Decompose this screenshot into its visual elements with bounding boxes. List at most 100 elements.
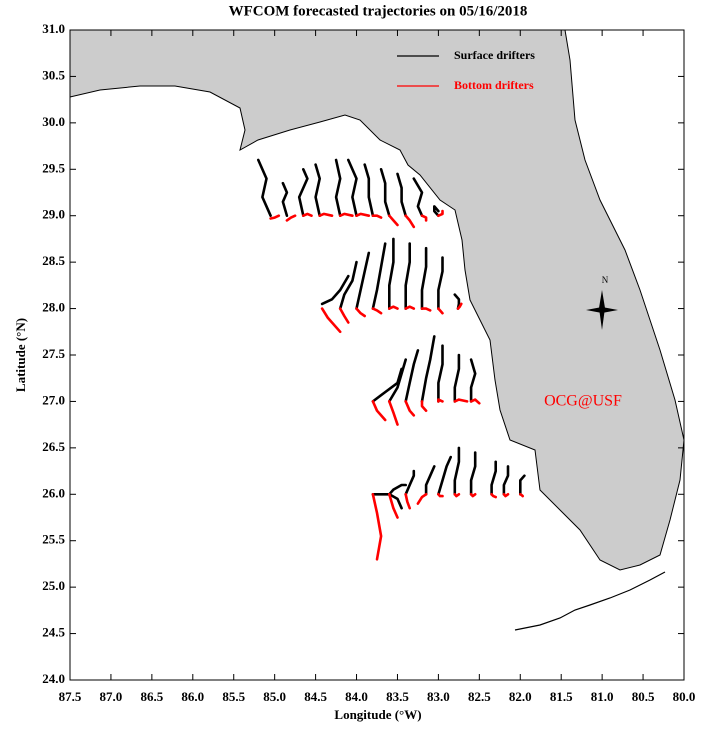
chart-title: WFCOM forecasted trajectories on 05/16/2… [229,3,528,19]
x-tick-label: 84.0 [345,689,368,704]
trajectory [404,469,416,496]
trajectory [281,181,289,217]
x-tick-label: 81.5 [550,689,573,704]
trajectory [371,493,403,510]
trajectory [338,260,358,310]
trajectory [437,307,444,315]
trajectory [338,212,354,217]
trajectory [285,214,297,222]
land [69,29,685,571]
trajectory [453,493,461,498]
trajectory [269,214,281,220]
trajectory [456,302,463,310]
compass-label: N [602,275,609,285]
trajectory [519,493,524,498]
x-tick-label: 80.0 [673,689,696,704]
y-tick-label: 24.5 [42,625,65,640]
trajectory [412,177,424,217]
trajectory [469,451,477,496]
trajectory [334,158,342,217]
trajectory [453,398,469,403]
trajectory [490,493,497,499]
y-axis-label: Latitude (°N) [13,318,28,392]
y-tick-label: 30.5 [42,67,65,82]
annotation: OCG@USF [544,393,622,410]
trajectory [420,307,432,312]
trajectory [433,205,440,217]
trajectory [297,168,309,217]
y-tick-label: 31.0 [42,21,65,36]
trajectory [420,335,436,403]
x-tick-label: 83.0 [427,689,450,704]
trajectory [388,214,399,227]
trajectory [404,400,416,417]
trajectory [257,158,272,217]
y-tick-label: 28.0 [42,300,65,315]
trajectory [355,212,371,217]
x-tick-label: 84.5 [304,689,327,704]
trajectory [371,493,383,561]
trajectory [320,307,342,334]
x-tick-label: 81.0 [591,689,614,704]
trajectory [388,358,407,403]
trajectory [371,307,383,315]
trajectory [404,242,411,310]
trajectory [453,446,461,496]
trajectory [388,305,399,310]
x-tick-label: 86.5 [140,689,163,704]
trajectory [437,398,444,403]
florida-keys [514,571,666,631]
trajectory [396,172,407,217]
trajectory [502,465,510,496]
trajectory [519,474,526,496]
compass: N [586,275,618,330]
y-tick-label: 25.0 [42,578,65,593]
trajectory [379,168,391,217]
trajectory [320,274,350,306]
trajectory [453,353,461,403]
trajectory [416,493,428,505]
y-tick-label: 27.5 [42,346,65,361]
trajectory [404,493,411,510]
trajectory [388,483,407,496]
x-axis-label: Longitude (°W) [334,707,421,722]
x-tick-label: 80.5 [632,689,655,704]
trajectory [302,212,313,217]
trajectory [388,400,399,426]
trajectory [420,400,428,412]
trajectory [469,358,477,403]
trajectory [420,246,428,310]
legend-label: Bottom drifters [454,78,534,92]
trajectory [502,493,510,498]
x-tick-label: 82.5 [468,689,491,704]
x-tick-label: 87.5 [59,689,82,704]
y-tick-label: 25.5 [42,532,65,547]
trajectory [371,367,403,403]
y-tick-label: 29.0 [42,207,65,222]
trajectory [437,344,444,403]
trajectory [355,307,366,318]
legend-label: Surface drifters [454,48,535,62]
trajectory [371,214,383,219]
trajectory [437,256,444,310]
trajectory [437,455,452,496]
y-tick-label: 26.0 [42,485,65,500]
x-tick-label: 83.5 [386,689,409,704]
trajectory [355,251,371,310]
x-tick-label: 85.5 [222,689,245,704]
trajectory [469,493,477,498]
trajectory [363,163,375,217]
y-tick-label: 30.0 [42,114,65,129]
y-tick-label: 29.5 [42,160,65,175]
y-tick-label: 28.5 [42,253,65,268]
trajectory [338,307,350,324]
trajectory [314,163,321,217]
y-tick-label: 27.0 [42,392,65,407]
trajectory [437,493,444,498]
y-tick-label: 24.0 [42,671,65,686]
trajectory [388,493,399,519]
trajectory [424,465,436,496]
compass-bar [586,307,618,313]
